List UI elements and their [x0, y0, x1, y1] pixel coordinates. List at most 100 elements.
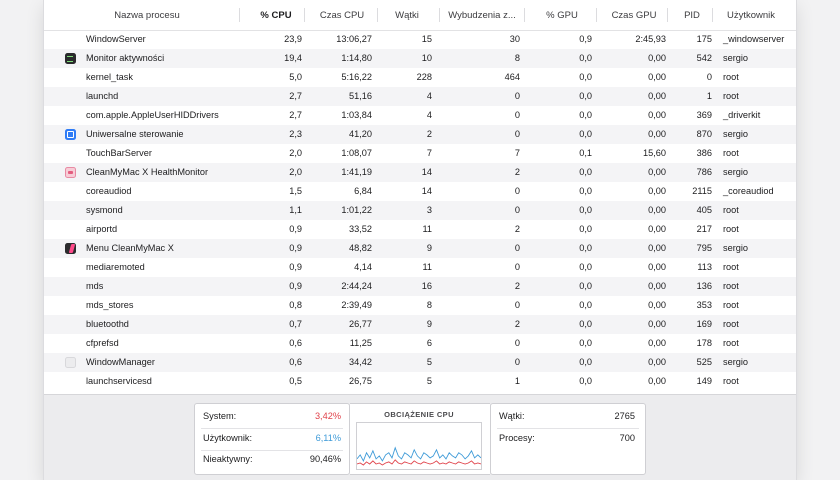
cell-threads: 9 [426, 319, 432, 329]
cpu-load-panel: OBCIĄŻENIE CPU [350, 403, 490, 475]
cell-wakeups: 0 [514, 262, 520, 272]
table-row[interactable]: Menu CleanMyMac X 0,9 48,82 9 0 0,0 0,00 795 ser… [44, 239, 796, 258]
column-header-wakeups[interactable]: Wybudzenia z... [448, 10, 516, 21]
cell-gpu-time: 15,60 [643, 148, 666, 158]
cell-cpu: 0,7 [289, 319, 302, 329]
column-header-user[interactable]: Użytkownik [726, 10, 776, 21]
cell-gpu-time: 0,00 [648, 205, 666, 215]
threads-label: Wątki: [499, 411, 525, 421]
column-header-gpu-time[interactable]: Czas GPU [611, 10, 657, 21]
cell-pid: 113 [697, 262, 712, 272]
cell-threads: 4 [426, 110, 432, 120]
table-row[interactable]: launchservicesd 0,5 26,75 5 1 0,0 0,00 149 root [44, 372, 796, 391]
cell-gpu: 0,9 [579, 34, 592, 44]
cell-threads: 10 [421, 53, 432, 63]
table-row[interactable]: coreaudiod 1,5 6,84 14 0 0,0 0,00 2115 _coreaudi… [44, 182, 796, 201]
table-row[interactable]: sysmond 1,1 1:01,22 3 0 0,0 0,00 405 root [44, 201, 796, 220]
cell-cpu: 0,6 [289, 357, 302, 367]
cell-wakeups: 7 [514, 148, 520, 158]
cell-pid: 2115 [692, 186, 712, 196]
column-header-cpu[interactable]: % CPU [260, 10, 292, 21]
cell-wakeups: 0 [514, 205, 520, 215]
cell-wakeups: 30 [509, 34, 520, 44]
cpu-usage-panel: System: 3,42% Użytkownik: 6,11% Nieaktyw… [194, 403, 350, 475]
table-row[interactable]: mds 0,9 2:44,24 16 2 0,0 0,00 136 root [44, 277, 796, 296]
process-name: launchd [86, 91, 119, 101]
process-name: Uniwersalne sterowanie [86, 129, 184, 139]
cell-wakeups: 2 [514, 224, 520, 234]
cell-cpu: 2,3 [289, 129, 302, 139]
cell-user: sergio [723, 357, 749, 367]
cell-wakeups: 0 [514, 338, 520, 348]
cell-wakeups: 0 [514, 129, 520, 139]
table-row[interactable]: airportd 0,9 33,52 11 2 0,0 0,00 217 root [44, 220, 796, 239]
table-row[interactable]: CleanMyMac X HealthMonitor 2,0 1:41,19 14 2 0… [44, 163, 796, 182]
cell-user: root [723, 72, 739, 82]
cell-gpu: 0,0 [579, 224, 592, 234]
cell-wakeups: 0 [514, 243, 520, 253]
table-row[interactable]: launchd 2,7 51,16 4 0 0,0 0,00 1 root [44, 87, 796, 106]
cell-cpu: 0,9 [289, 224, 302, 234]
column-header-threads[interactable]: Wątki [395, 10, 419, 21]
cell-cpu-time: 2:44,24 [341, 281, 372, 291]
process-table: WindowServer 23,9 13:06,27 15 30 0,9 2:45,93 17… [44, 30, 796, 392]
system-value: 3,42% [314, 411, 341, 421]
cell-gpu-time: 0,00 [648, 243, 666, 253]
table-row[interactable]: Uniwersalne sterowanie 2,3 41,20 2 0 0,0 0,00 8… [44, 125, 796, 144]
process-count-panel: Wątki: 2765 Procesy: 700 [490, 403, 646, 475]
column-header-gpu[interactable]: % GPU [546, 10, 578, 21]
column-header-cpu-time[interactable]: Czas CPU [319, 10, 365, 21]
cell-pid: 386 [696, 148, 712, 158]
cell-pid: 795 [696, 243, 712, 253]
cell-threads: 2 [426, 129, 432, 139]
process-name: coreaudiod [86, 186, 132, 196]
table-row[interactable]: WindowManager 0,6 34,42 5 0 0,0 0,00 525 sergio [44, 353, 796, 372]
cell-cpu-time: 1:14,80 [341, 53, 372, 63]
cell-cpu-time: 4,14 [354, 262, 372, 272]
table-row[interactable]: mds_stores 0,8 2:39,49 8 0 0,0 0,00 353 root [44, 296, 796, 315]
cell-pid: 786 [696, 167, 712, 177]
cell-user: sergio [723, 243, 749, 253]
cell-wakeups: 0 [514, 110, 520, 120]
table-row[interactable]: WindowServer 23,9 13:06,27 15 30 0,9 2:45,93 17… [44, 30, 796, 49]
table-row[interactable]: com.apple.AppleUserHIDDrivers 2,7 1:03,84 4… [44, 106, 796, 125]
cell-gpu-time: 0,00 [648, 319, 666, 329]
cell-threads: 6 [426, 338, 432, 348]
table-row[interactable]: cfprefsd 0,6 11,25 6 0 0,0 0,00 178 root [44, 334, 796, 353]
process-name: WindowManager [86, 357, 155, 367]
cell-cpu-time: 2:39,49 [341, 300, 372, 310]
table-row[interactable]: bluetoothd 0,7 26,77 9 2 0,0 0,00 169 root [44, 315, 796, 334]
process-name: Monitor aktywności [86, 53, 165, 63]
table-row[interactable]: Monitor aktywności 19,4 1:14,80 10 8 0,0 0,00 5… [44, 49, 796, 68]
cell-pid: 525 [696, 357, 712, 367]
cell-wakeups: 8 [514, 53, 520, 63]
column-header-name[interactable]: Nazwa procesu [114, 10, 180, 21]
cleanmymac-menu-icon [65, 243, 76, 254]
table-row[interactable]: mediaremoted 0,9 4,14 11 0 0,0 0,00 113 root [44, 258, 796, 277]
terminal-app-icon [65, 53, 76, 64]
cell-pid: 0 [706, 72, 712, 82]
column-header: Nazwa procesu % CPU Czas CPU Wątki Wybud… [44, 0, 796, 31]
cell-gpu: 0,0 [579, 300, 592, 310]
cell-threads: 5 [426, 376, 432, 386]
cell-pid: 405 [696, 205, 712, 215]
cell-gpu-time: 0,00 [648, 53, 666, 63]
cell-threads: 4 [426, 91, 432, 101]
column-header-pid[interactable]: PID [684, 10, 700, 21]
table-row[interactable]: TouchBarServer 2,0 1:08,07 7 7 0,1 15,60 386 roo… [44, 144, 796, 163]
cell-gpu: 0,0 [579, 376, 592, 386]
cleanmymac-health-icon [65, 167, 76, 178]
cell-gpu-time: 0,00 [648, 224, 666, 234]
cell-cpu-time: 1:08,07 [341, 148, 372, 158]
cell-gpu: 0,0 [579, 262, 592, 272]
cell-cpu: 5,0 [289, 72, 302, 82]
process-name: cfprefsd [86, 338, 119, 348]
cell-cpu: 0,9 [289, 281, 302, 291]
cell-gpu: 0,0 [579, 186, 592, 196]
cell-cpu: 2,0 [289, 167, 302, 177]
process-name: Menu CleanMyMac X [86, 243, 174, 253]
table-row[interactable]: kernel_task 5,0 5:16,22 228 464 0,0 0,00 0 root [44, 68, 796, 87]
cell-cpu: 0,9 [289, 262, 302, 272]
cpu-load-title: OBCIĄŻENIE CPU [384, 410, 454, 419]
cell-cpu-time: 13:06,27 [336, 34, 372, 44]
